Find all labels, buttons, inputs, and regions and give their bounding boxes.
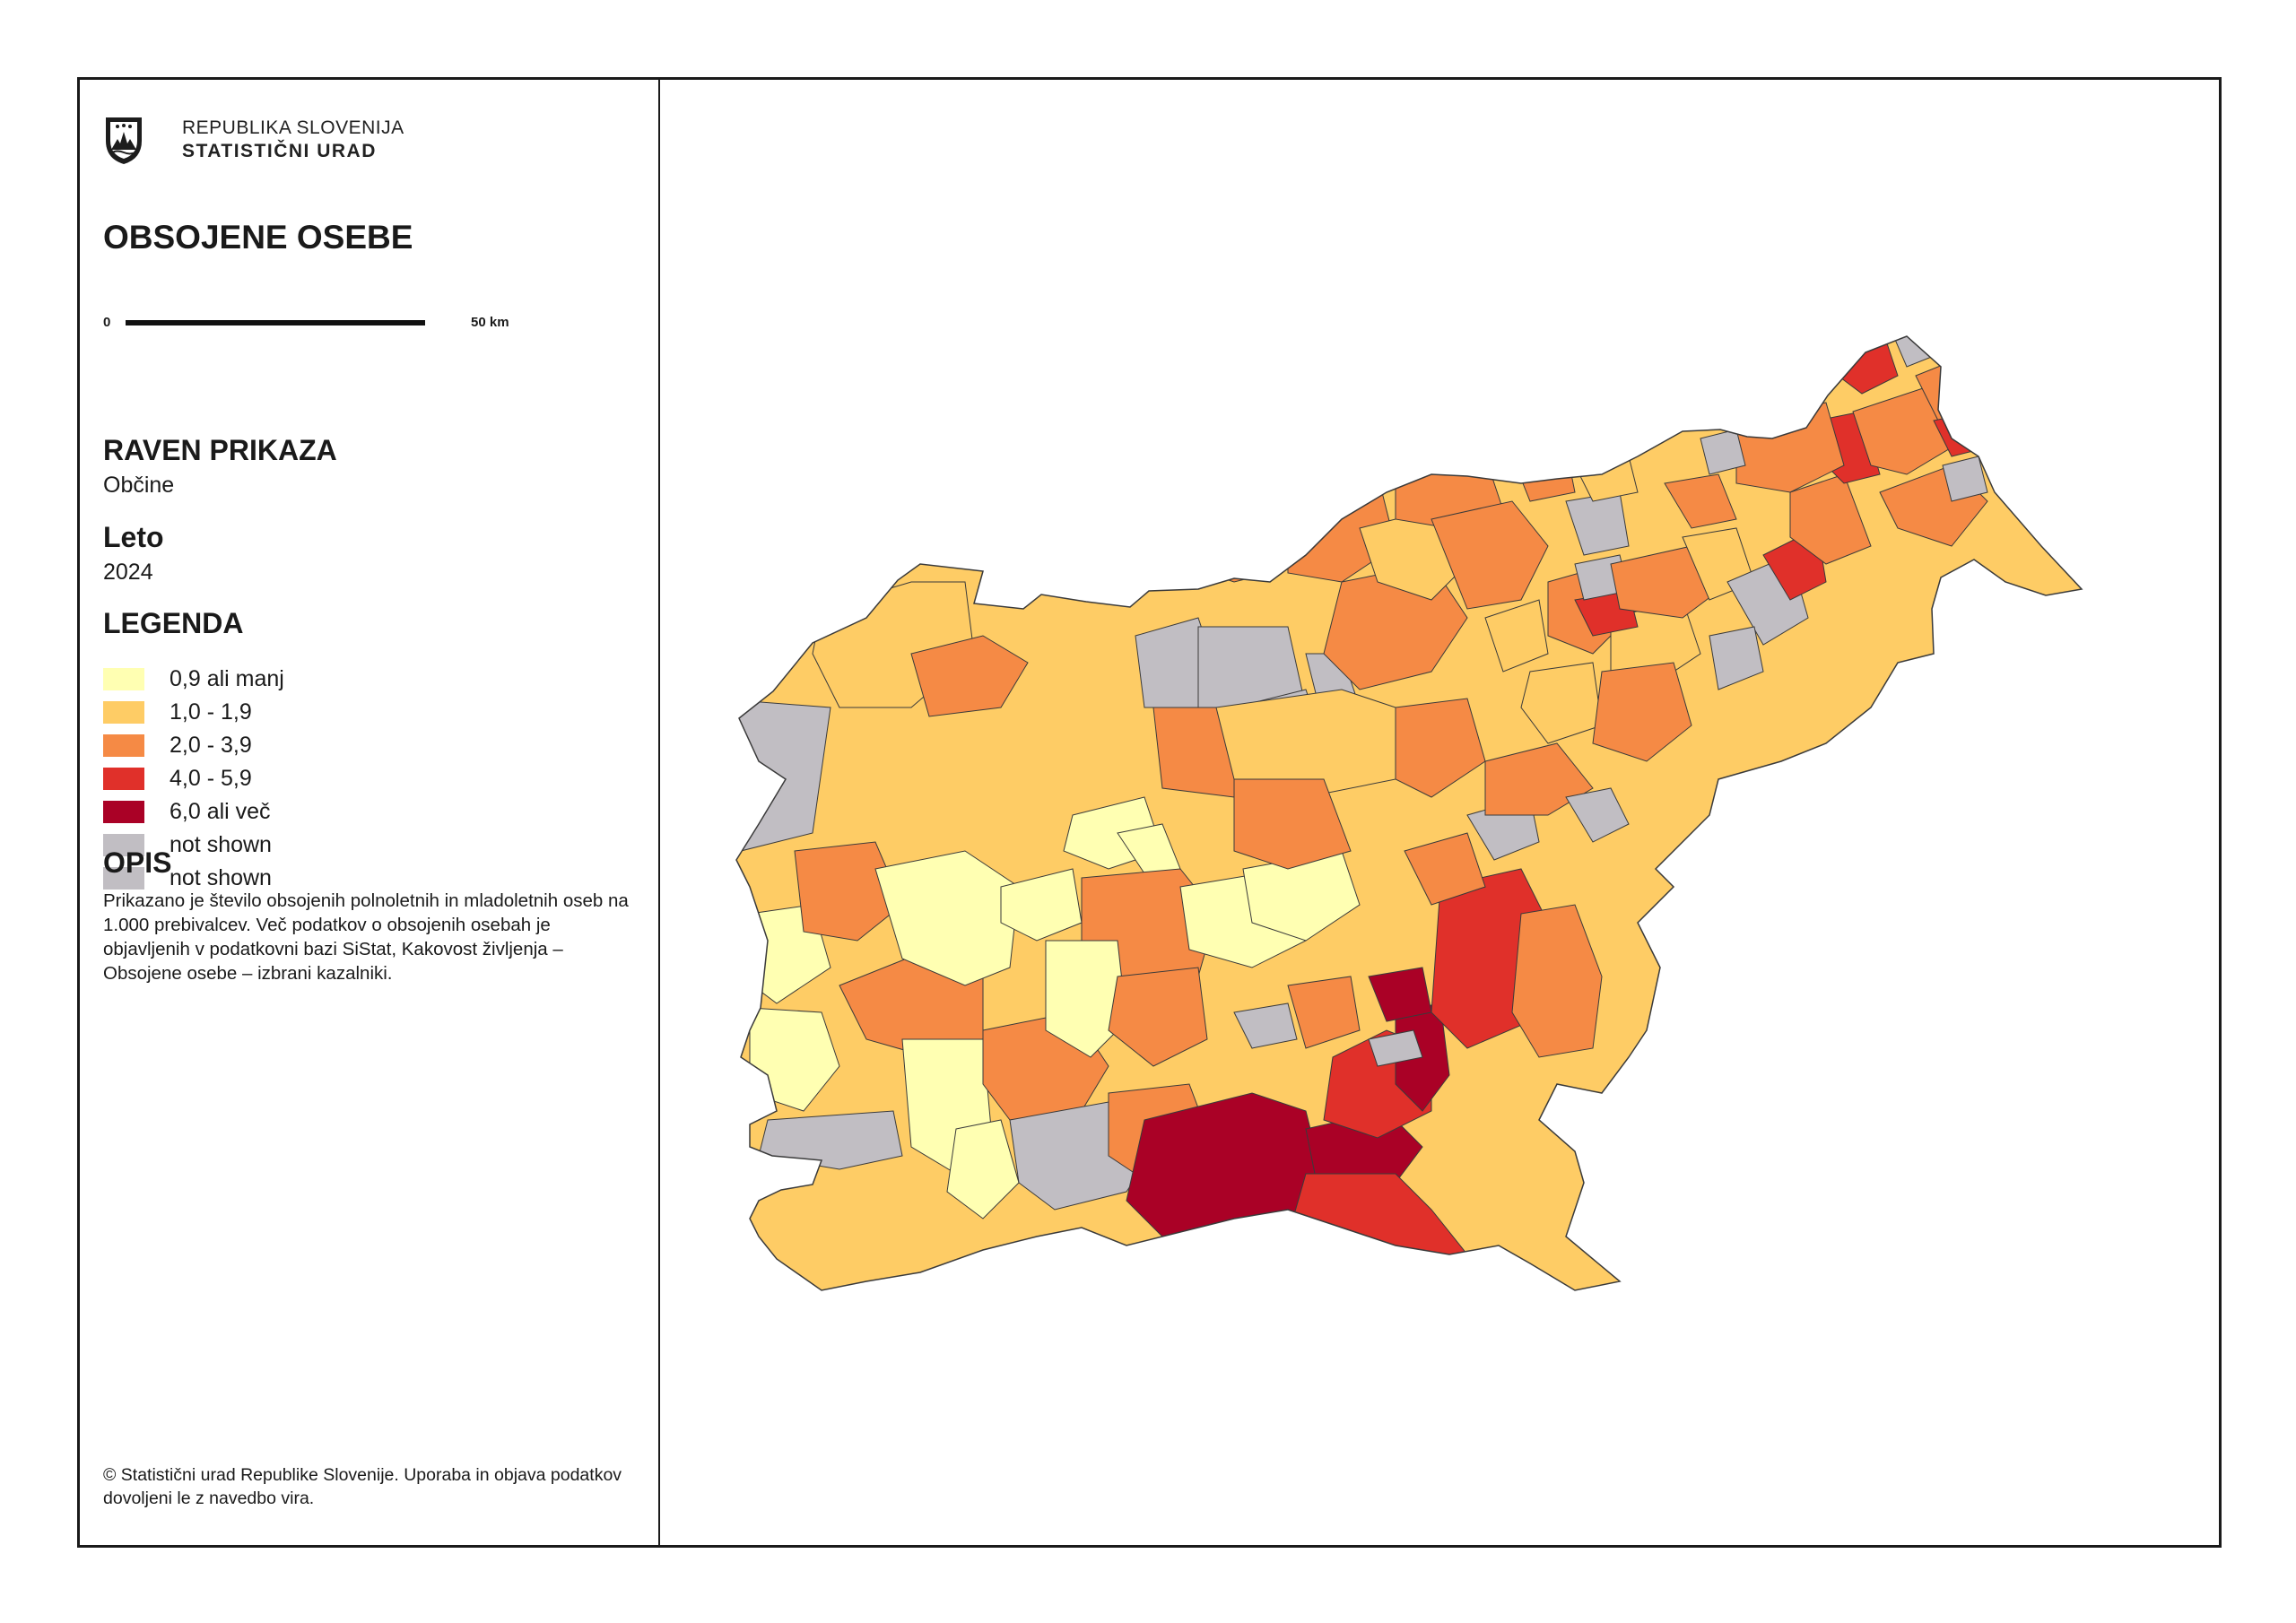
legend-heading: LEGENDA: [103, 607, 244, 639]
region-skofja-loka: [1000, 868, 1083, 942]
legend-label: 4,0 - 5,9: [170, 766, 252, 791]
region-benedikt: [1700, 429, 1746, 475]
scale-end-label: 50 km: [471, 315, 509, 330]
legend-label: 6,0 ali več: [170, 799, 271, 824]
region-rogatec: [1592, 662, 1692, 762]
scale-start-label: 0: [103, 315, 111, 330]
legend-label: not shown: [170, 832, 272, 857]
region-mezica: [1108, 473, 1217, 565]
region-kanal: [794, 841, 903, 942]
region-grad: [1762, 339, 1818, 404]
region-vrhnika: [1045, 940, 1127, 1058]
org-name: REPUBLIKA SLOVENIJA: [182, 117, 404, 138]
region-gornja-radgona: [1664, 473, 1737, 529]
display-level-value: Občine: [103, 473, 175, 498]
region-base: [736, 336, 2082, 1290]
region-kuzma: [1808, 286, 1871, 331]
region-turnisce: [1969, 384, 2024, 439]
region-rogaska: [1565, 787, 1630, 843]
region-slovenska-bistrica: [1484, 599, 1549, 673]
region-west-border: [736, 698, 831, 852]
region-maribor: [1431, 500, 1549, 610]
legend-item: not shown: [103, 862, 284, 895]
legend-item: 2,0 - 3,9: [103, 729, 284, 762]
region-majsperk: [1520, 662, 1603, 744]
region-sveti-jurij: [1610, 545, 1719, 619]
coat-of-arms-icon: [106, 117, 142, 164]
legend-item: not shown: [103, 829, 284, 862]
legend-label: 1,0 - 1,9: [170, 699, 252, 725]
region-zalec: [1395, 698, 1486, 798]
region-celje: [1233, 778, 1352, 870]
map-frame: REPUBLIKA SLOVENIJA STATISTIČNI URAD OBS…: [77, 77, 2222, 1548]
region-brezice: [1511, 904, 1603, 1058]
legend-swatch: [103, 801, 144, 823]
region-gornji-petrovci: [1771, 336, 1827, 377]
legend-label: 0,9 ali manj: [170, 666, 284, 691]
logo: REPUBLIKA SLOVENIJA STATISTIČNI URAD: [103, 114, 404, 166]
region-ravne: [1179, 482, 1307, 583]
region-bohinj: [910, 635, 1029, 717]
year-value: 2024: [103, 560, 153, 585]
legend-item: 6,0 ali več: [103, 795, 284, 829]
description-heading: OPIS: [103, 846, 172, 879]
legend-label: not shown: [170, 865, 272, 890]
legend-swatch: [103, 701, 144, 724]
legend: 0,9 ali manj 1,0 - 1,9 2,0 - 3,9 4,0 - 5…: [103, 663, 284, 895]
map-title: OBSOJENE OSEBE: [103, 219, 413, 256]
org-office: STATISTIČNI URAD: [182, 141, 377, 161]
info-panel: REPUBLIKA SLOVENIJA STATISTIČNI URAD OBS…: [80, 80, 660, 1545]
scale-bar: 0 50 km: [103, 313, 516, 340]
description-text: Prikazano je število obsojenih polnoletn…: [103, 890, 629, 984]
region-smartno: [1233, 1002, 1298, 1049]
legend-swatch: [103, 734, 144, 757]
region-cankova: [1942, 456, 1988, 502]
municipality-map: [735, 286, 2083, 1291]
legend-swatch: [103, 867, 144, 890]
legend-item: 0,9 ali manj: [103, 663, 284, 696]
legend-item: 4,0 - 5,9: [103, 762, 284, 795]
municipalities: [736, 286, 2082, 1290]
region-divaca: [946, 1119, 1020, 1219]
display-level-heading: RAVEN PRIKAZA: [103, 434, 337, 466]
legend-swatch: [103, 834, 144, 856]
region-idrija: [874, 850, 1020, 986]
legend-item: 1,0 - 1,9: [103, 696, 284, 729]
region-kras-border: [758, 1110, 903, 1170]
scale-line: [126, 320, 425, 325]
region-sredisce: [1709, 626, 1764, 690]
copyright-notice: © Statistični urad Republike Slovenije. …: [103, 1465, 622, 1508]
region-radece: [1404, 832, 1486, 906]
legend-swatch: [103, 668, 144, 690]
region-murska-sobota: [1852, 384, 1952, 475]
legend-swatch: [103, 768, 144, 790]
region-lendava: [1789, 473, 1872, 565]
year-heading: Leto: [103, 521, 164, 553]
country-outline: [735, 335, 2083, 1291]
region-grosuplje: [1108, 967, 1208, 1067]
region-radlje: [1269, 456, 1361, 502]
region-mirna-pec: [1368, 1029, 1423, 1067]
legend-label: 2,0 - 3,9: [170, 733, 252, 758]
region-zuzemberk: [1287, 976, 1361, 1049]
